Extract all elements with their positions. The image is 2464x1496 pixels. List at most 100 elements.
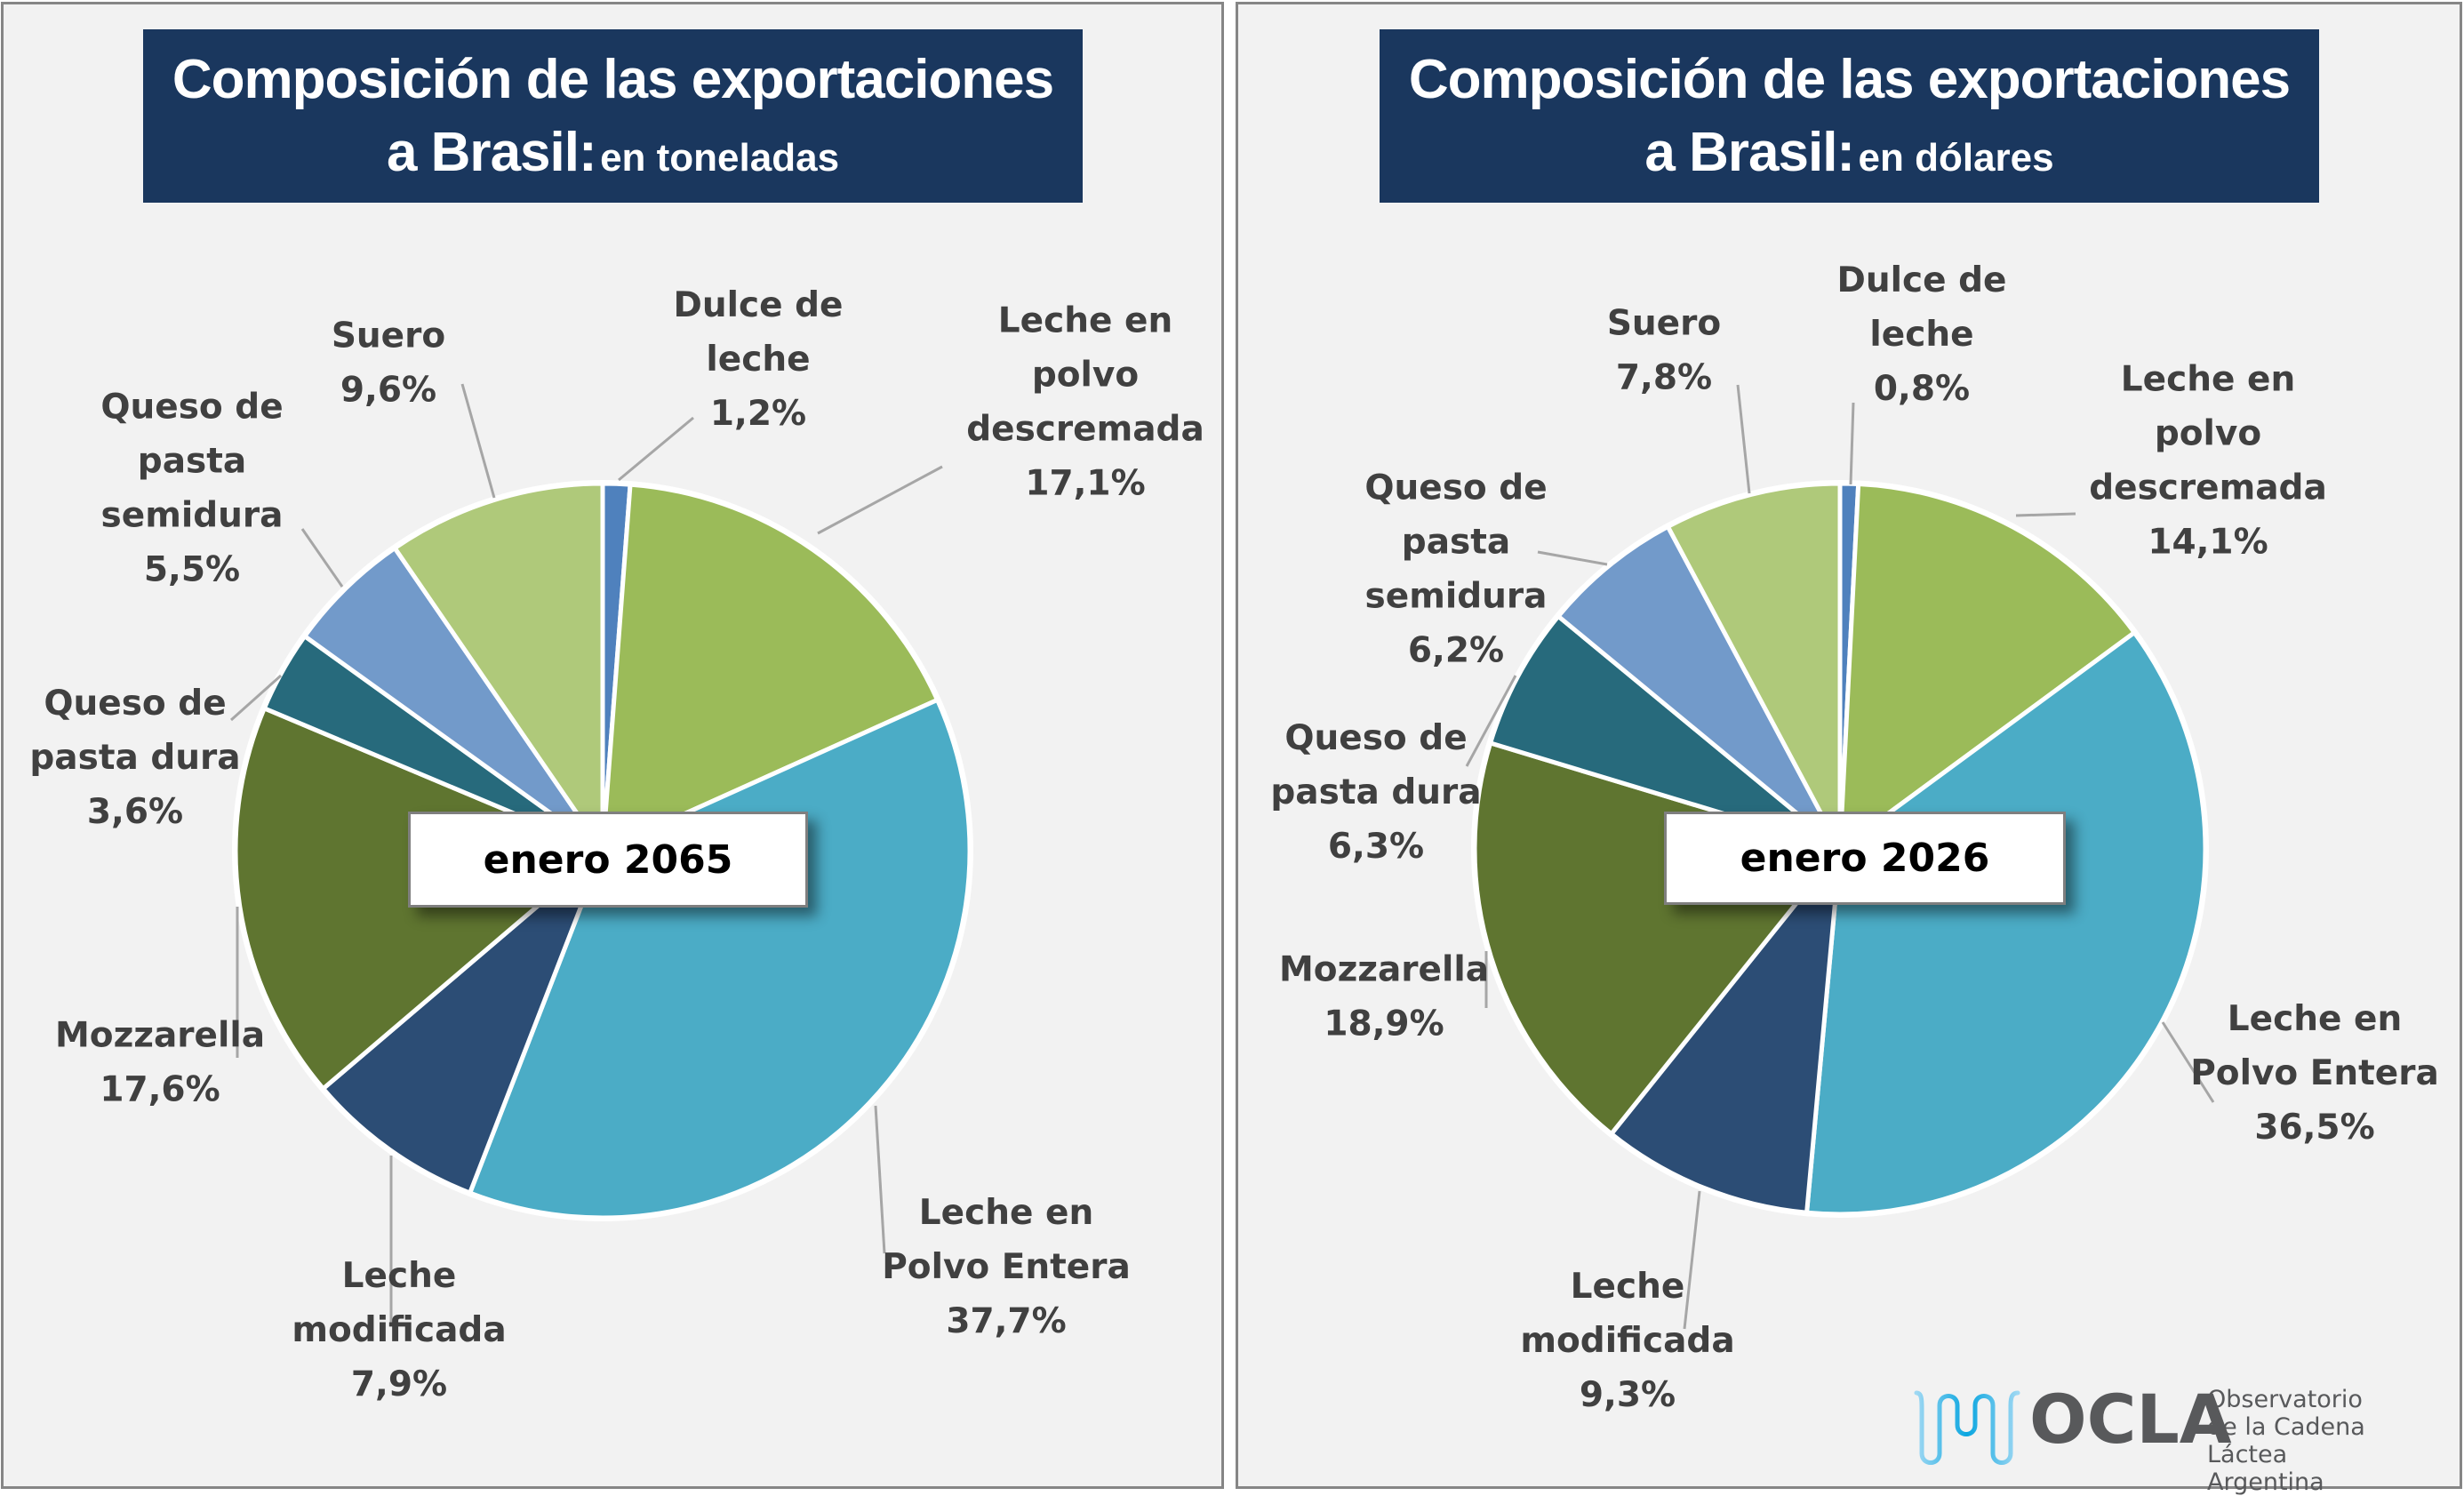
leader-line	[230, 674, 282, 722]
pie-slice	[1609, 846, 1843, 1215]
data-label-value: 9,3%	[1580, 1375, 1676, 1415]
data-label-name: Queso de	[1284, 718, 1467, 758]
milk-wave-icon	[1914, 1390, 2020, 1465]
leader-line	[618, 416, 694, 482]
data-label-name: Dulce de	[673, 285, 843, 325]
data-label-name: leche	[706, 340, 810, 380]
chart-panel-toneladas: Composición de las exportaciones a Brasi…	[1, 2, 1224, 1489]
period-label: enero 2026	[1740, 836, 1990, 881]
data-label-value: 36,5%	[2254, 1108, 2374, 1148]
chart-title-line1: Composición de las exportaciones	[172, 49, 1054, 110]
chart-title-line2: a Brasil:	[386, 122, 597, 183]
data-label-name: pasta dura	[29, 738, 240, 778]
ocla-logo: OCLA Observatorio de la Cadena Láctea Ar…	[1909, 1373, 2452, 1496]
data-label-name: polvo	[1032, 356, 1139, 396]
logo-acronym: OCLA	[2029, 1380, 2232, 1459]
period-label-box: enero 2026	[1664, 812, 2066, 905]
data-label-name: Leche en	[998, 301, 1172, 341]
data-label-name: descremada	[966, 410, 1204, 450]
data-label-name: Queso de	[100, 388, 283, 428]
pie-slice	[321, 848, 605, 1196]
pie-slice	[1837, 482, 2137, 852]
leader-line	[874, 1105, 886, 1254]
data-label: Suero 9,6%	[332, 316, 445, 411]
leader-line	[1537, 550, 1608, 566]
leader-line	[2015, 512, 2076, 517]
chart-subtitle: en dólares	[1858, 136, 2054, 180]
data-label-value: 7,8%	[1616, 358, 1712, 398]
data-label-value: 6,2%	[1408, 631, 1504, 671]
pie-slice	[392, 481, 605, 853]
data-label: Mozzarella 17,6%	[55, 1016, 265, 1110]
leader-line	[300, 528, 344, 588]
logo-line2: de la Cadena Láctea	[2207, 1413, 2365, 1468]
data-label: Leche en Polvo Entera 37,7%	[882, 1193, 1131, 1341]
data-label-name: Suero	[1607, 304, 1721, 344]
data-label-name: Leche	[342, 1256, 457, 1296]
data-label-name: Leche	[1571, 1267, 1685, 1307]
data-label-name: Suero	[332, 316, 445, 356]
data-label-name: modificada	[1520, 1321, 1734, 1361]
leader-line	[1736, 384, 1751, 494]
data-label-name: Mozzarella	[55, 1016, 265, 1056]
pie-slice	[468, 697, 972, 1220]
data-label: Leche en Polvo Entera 36,5%	[2190, 999, 2439, 1148]
data-label: Queso de pasta dura 3,6%	[29, 684, 240, 832]
chart-title: Composición de las exportaciones a Brasi…	[1380, 29, 2319, 203]
data-label-value: 7,9%	[351, 1364, 447, 1404]
data-label-value: 0,8%	[1874, 369, 1970, 409]
chart-title-line1: Composición de las exportaciones	[1408, 49, 2291, 110]
data-label-name: descremada	[2089, 468, 2327, 508]
data-label-name: polvo	[2155, 414, 2261, 454]
data-label-name: Mozzarella	[1279, 950, 1489, 990]
chart-title-line2: a Brasil:	[1644, 122, 1855, 183]
data-label-value: 17,6%	[100, 1070, 220, 1110]
data-label-name: Leche en	[919, 1193, 1093, 1233]
data-label-name: Dulce de	[1836, 260, 2006, 300]
data-label-value: 37,7%	[946, 1301, 1066, 1341]
data-label: Dulce de leche 0,8%	[1836, 260, 2006, 409]
pie-slice	[600, 482, 940, 853]
data-label-name: modificada	[292, 1310, 506, 1350]
leader-line	[460, 383, 496, 499]
data-label-name: pasta dura	[1270, 772, 1481, 812]
data-label-name: Polvo Entera	[2190, 1053, 2439, 1093]
data-label: Leche en polvo descremada 14,1%	[2089, 360, 2327, 563]
data-label: Queso de pasta dura 6,3%	[1270, 718, 1481, 867]
data-label: Mozzarella 18,9%	[1279, 950, 1489, 1044]
data-label-value: 3,6%	[87, 792, 183, 832]
data-label: Leche modificada 7,9%	[292, 1256, 506, 1404]
leader-line	[817, 465, 943, 535]
data-label-name: pasta	[1402, 523, 1510, 563]
leader-line	[1683, 1190, 1701, 1330]
pie-slice	[302, 546, 605, 853]
data-label-name: pasta	[138, 442, 246, 482]
data-label-value: 5,5%	[144, 550, 240, 590]
pie-slice	[1488, 613, 1843, 852]
data-label: Leche modificada 9,3%	[1520, 1267, 1734, 1415]
data-label: Suero 7,8%	[1607, 304, 1721, 398]
data-label-value: 18,9%	[1324, 1004, 1444, 1044]
pie-slice	[1665, 481, 1843, 852]
logo-line1: Observatorio	[2207, 1386, 2363, 1413]
data-label-name: semidura	[1365, 577, 1548, 617]
data-label-name: Queso de	[1364, 468, 1547, 508]
data-label-name: Queso de	[44, 684, 226, 724]
chart-title: Composición de las exportaciones a Brasi…	[143, 29, 1083, 203]
leader-line	[1849, 402, 1855, 485]
data-label-value: 17,1%	[1025, 464, 1145, 504]
logo-text: Observatorio de la Cadena Láctea Argenti…	[2207, 1386, 2452, 1496]
data-label-value: 6,3%	[1328, 827, 1424, 867]
data-label-name: leche	[1869, 315, 1973, 355]
pie-slice	[1556, 524, 1843, 852]
data-label-value: 14,1%	[2148, 523, 2268, 563]
data-label-value: 9,6%	[340, 371, 436, 411]
data-label-name: semidura	[101, 496, 284, 536]
period-label: enero 2065	[483, 836, 733, 883]
data-label: Queso de pasta semidura 5,5%	[100, 388, 283, 590]
data-label-value: 1,2%	[710, 394, 806, 434]
period-label-box: enero 2065	[408, 812, 808, 908]
data-label-name: Polvo Entera	[882, 1247, 1131, 1287]
logo-line3: Argentina	[2207, 1468, 2324, 1496]
data-label-name: Leche en	[2228, 999, 2402, 1039]
